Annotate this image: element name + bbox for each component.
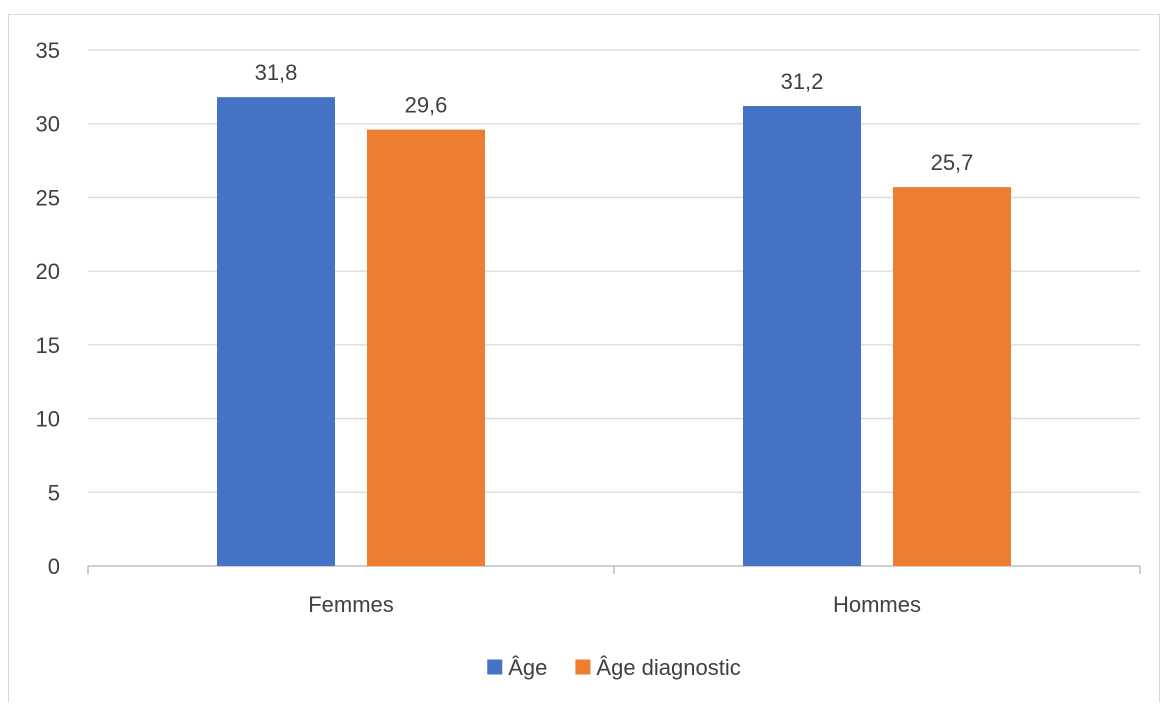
y-tick-label: 5: [48, 480, 60, 505]
legend-swatch: [575, 659, 591, 675]
legend-label: Âge diagnostic: [596, 655, 740, 680]
y-tick-label: 15: [36, 333, 60, 358]
y-tick-label: 0: [48, 554, 60, 579]
legend-swatch: [487, 659, 503, 675]
x-category-label: Femmes: [308, 592, 394, 617]
y-tick-label: 35: [36, 38, 60, 63]
legend-label: Âge: [508, 655, 547, 680]
data-label: 25,7: [931, 150, 974, 175]
y-tick-label: 10: [36, 407, 60, 432]
bar: [367, 129, 485, 566]
bar: [217, 97, 335, 567]
y-tick-label: 30: [36, 112, 60, 137]
y-tick-label: 20: [36, 259, 60, 284]
bars: [217, 97, 1011, 567]
data-label: 31,2: [781, 69, 824, 94]
bar: [743, 106, 861, 566]
data-labels: 31,8 29,6 31,2 25,7: [255, 60, 974, 175]
data-label: 29,6: [405, 93, 448, 118]
data-label: 31,8: [255, 60, 298, 85]
legend: Âge Âge diagnostic: [487, 655, 741, 680]
bar: [893, 187, 1011, 566]
y-tick-label: 25: [36, 185, 60, 210]
x-category-label: Hommes: [833, 592, 921, 617]
